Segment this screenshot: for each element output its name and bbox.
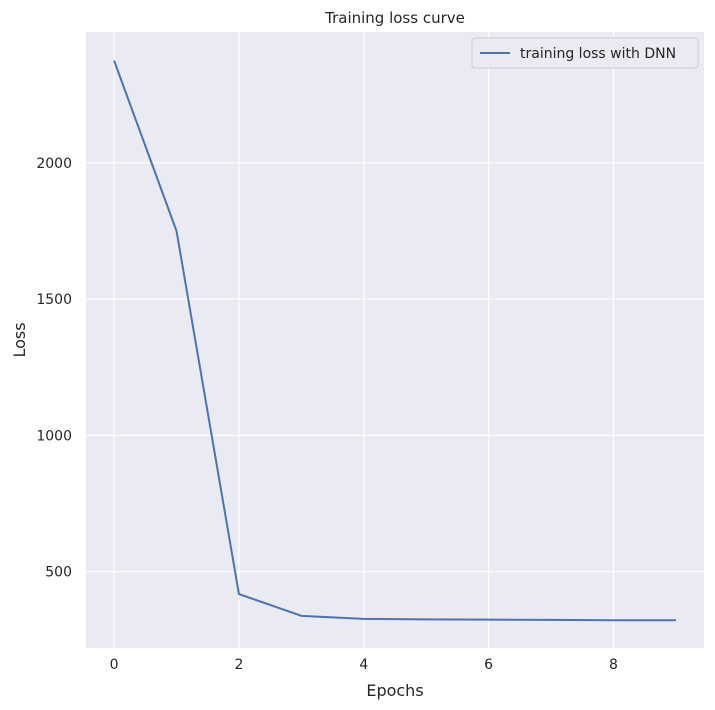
- x-tick-label: 0: [110, 657, 119, 673]
- series-line: [113, 60, 676, 622]
- ticks: 0 2 4 6 8 500 1000 1500 2000: [36, 156, 618, 673]
- plot-area: [86, 32, 704, 648]
- x-axis-label: Epochs: [366, 681, 423, 700]
- y-tick-label: 2000: [36, 156, 72, 172]
- chart-title: Training loss curve: [324, 9, 465, 27]
- x-tick-label: 6: [484, 657, 493, 673]
- series-layer: [113, 60, 676, 622]
- grid: [86, 32, 704, 648]
- legend: training loss with DNN: [471, 37, 699, 69]
- x-tick-label: 4: [359, 657, 368, 673]
- y-tick-label: 500: [45, 565, 72, 581]
- y-axis-label: Loss: [10, 322, 29, 357]
- x-tick-label: 8: [609, 657, 618, 673]
- legend-label: training loss with DNN: [520, 46, 676, 62]
- legend-box: [471, 37, 699, 69]
- y-tick-label: 1000: [36, 428, 72, 444]
- y-tick-label: 1500: [36, 292, 72, 308]
- x-tick-label: 2: [234, 657, 243, 673]
